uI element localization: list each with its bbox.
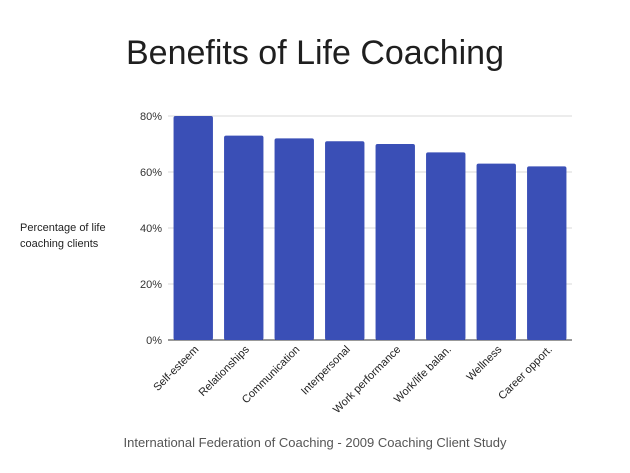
bar	[325, 141, 365, 340]
x-tick-label: Wellness	[464, 343, 504, 383]
chart-title: Benefits of Life Coaching	[125, 34, 505, 72]
bar	[375, 144, 415, 340]
bar	[274, 138, 314, 340]
y-tick-label: 0%	[146, 335, 162, 347]
y-axis-label: Percentage of life coaching clients	[20, 222, 106, 250]
bar	[476, 163, 516, 340]
bar	[527, 166, 567, 340]
x-tick-label: Career opport.	[496, 344, 555, 403]
x-tick-label: Interpersonal	[299, 344, 353, 398]
chart-source-note: International Federation of Coaching - 2…	[123, 435, 507, 450]
bar	[426, 152, 466, 340]
x-tick-label: Self-esteem	[151, 344, 201, 394]
bar	[173, 116, 213, 340]
y-tick-label: 60%	[140, 167, 162, 179]
x-tick-label: Relationships	[197, 343, 253, 399]
y-tick-label: 20%	[140, 279, 162, 291]
y-tick-label: 40%	[140, 223, 162, 235]
bar	[224, 135, 264, 340]
y-tick-label: 80%	[140, 111, 162, 123]
